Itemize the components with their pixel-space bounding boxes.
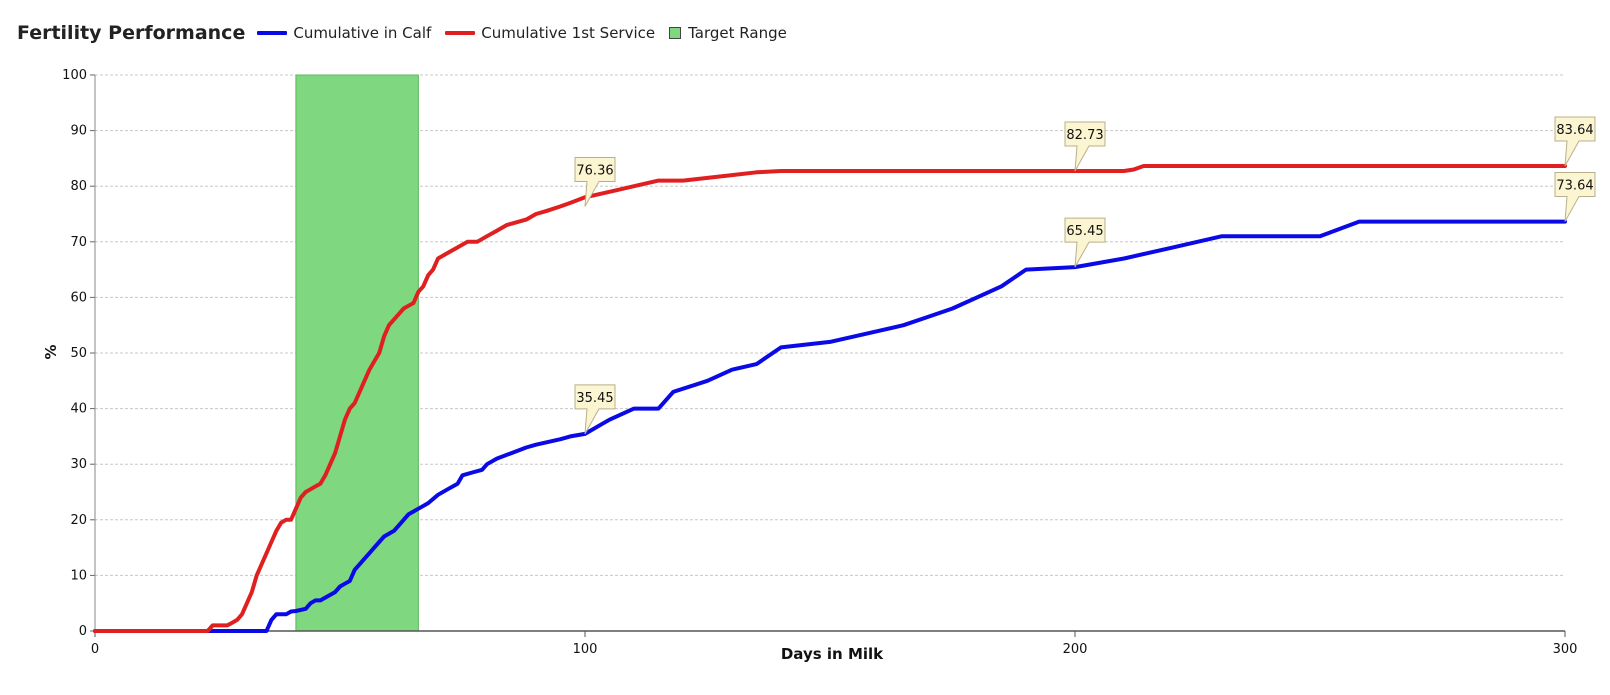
legend-label-target-range: Target Range: [688, 24, 787, 42]
legend-swatch-target-range: [669, 27, 682, 39]
y-tick-label: 0: [79, 624, 87, 639]
callout-value: 82.73: [1066, 128, 1103, 143]
legend-swatch-in-calf: [257, 31, 288, 35]
y-tick-label: 80: [70, 179, 87, 194]
callout-box: [574, 156, 616, 207]
target-range-band: [295, 74, 419, 632]
callout-value: 73.64: [1556, 179, 1593, 194]
x-tick-label: 300: [1553, 642, 1578, 657]
x-tick-label: 100: [573, 642, 598, 657]
legend-item-target-range[interactable]: Target Range: [669, 24, 787, 42]
callout-box: [1064, 217, 1106, 268]
y-axis-title: %: [42, 344, 60, 359]
y-tick-label: 20: [70, 513, 87, 528]
series-line-first-service: [93, 164, 1567, 633]
data-label-callout: 73.64: [1554, 172, 1596, 222]
callout-value: 83.64: [1556, 123, 1593, 138]
y-tick-label: 70: [70, 235, 87, 250]
target-range-layer: [295, 74, 419, 632]
legend-swatch-first-service: [445, 31, 476, 35]
y-tick-label: 60: [70, 290, 87, 305]
y-tick-label: 100: [62, 68, 87, 83]
series-lines: [93, 164, 1567, 633]
chart-title: Fertility Performance: [17, 22, 246, 44]
y-tick-label: 90: [70, 124, 87, 139]
x-tick-label: 0: [91, 642, 99, 657]
callout-box: [1554, 116, 1596, 167]
legend-item-first-service[interactable]: Cumulative 1st Service: [445, 24, 655, 42]
callout-box: [1064, 121, 1106, 172]
y-tick-label: 30: [70, 457, 87, 472]
y-tick-label: 50: [70, 346, 87, 361]
data-callouts: 76.36 82.73 83.64 35.45 65.45 73.64: [574, 116, 1596, 435]
data-label-callout: 35.45: [574, 384, 616, 435]
legend: Cumulative in Calf Cumulative 1st Servic…: [257, 24, 800, 42]
y-tick-label: 40: [70, 402, 87, 417]
chart-header: Fertility Performance Cumulative in Calf…: [17, 18, 801, 48]
data-label-callout: 65.45: [1064, 217, 1106, 268]
data-label-callout: 82.73: [1064, 121, 1106, 172]
callout-value: 35.45: [576, 391, 613, 406]
legend-item-in-calf[interactable]: Cumulative in Calf: [257, 24, 431, 42]
series-line-in-calf: [93, 219, 1567, 633]
legend-label-first-service: Cumulative 1st Service: [481, 24, 656, 42]
callout-value: 65.45: [1066, 224, 1103, 239]
data-label-callout: 83.64: [1554, 116, 1596, 167]
x-axis-title: Days in Milk: [781, 645, 884, 663]
callout-box: [574, 384, 616, 435]
callout-value: 76.36: [576, 163, 613, 178]
data-label-callout: 76.36: [574, 156, 616, 207]
legend-label-in-calf: Cumulative in Calf: [293, 24, 432, 42]
axes: 0 10 20 30 40 50 60 70 80 90 100 0 100 200 300: [62, 68, 1577, 657]
x-tick-label: 200: [1063, 642, 1088, 657]
callout-box: [1554, 172, 1596, 222]
y-tick-label: 10: [70, 568, 87, 583]
